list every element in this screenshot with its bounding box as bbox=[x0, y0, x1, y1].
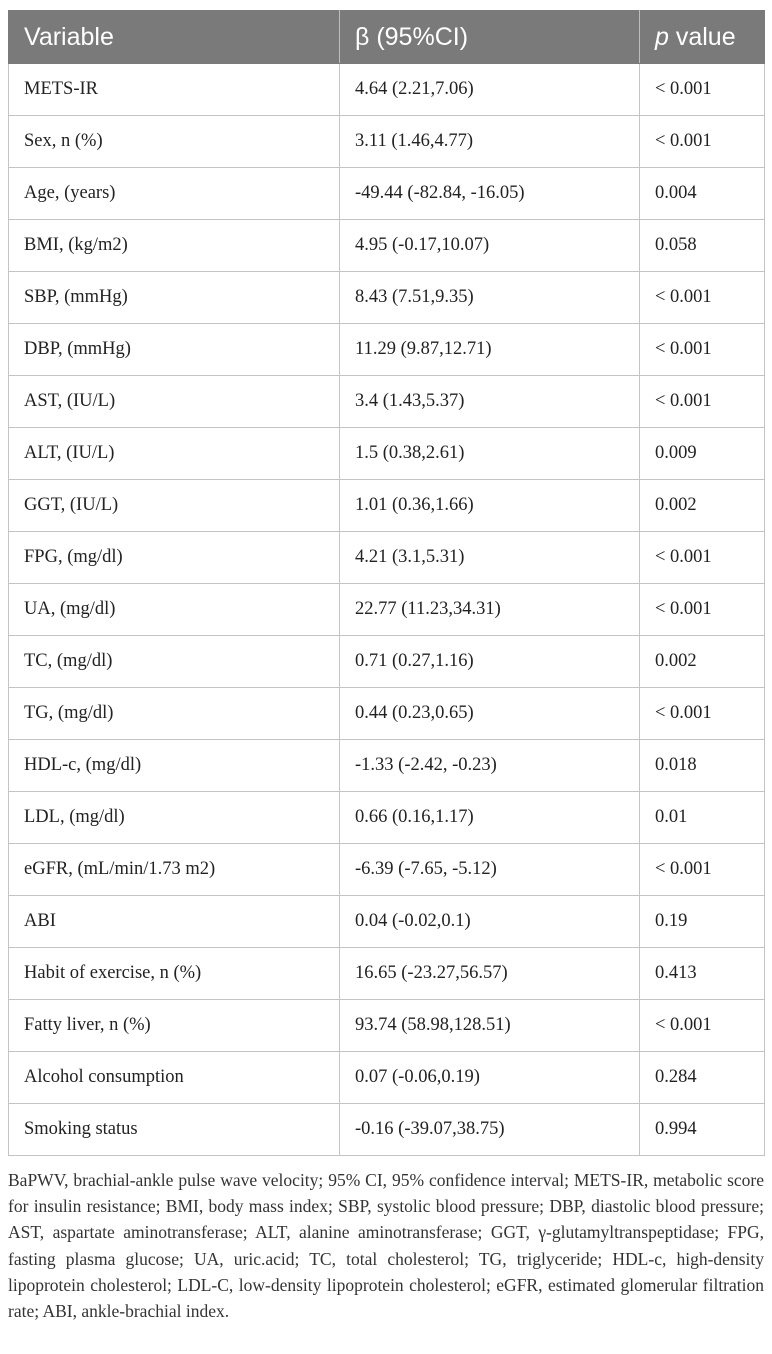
cell-variable: ALT, (IU/L) bbox=[8, 427, 340, 480]
cell-p-value: < 0.001 bbox=[639, 271, 765, 324]
table-row: Sex, n (%) 3.11 (1.46,4.77) < 0.001 bbox=[8, 115, 765, 168]
cell-variable: Sex, n (%) bbox=[8, 115, 340, 168]
cell-beta: 3.11 (1.46,4.77) bbox=[339, 115, 640, 168]
header-p-italic: p bbox=[655, 22, 669, 51]
cell-beta: 0.07 (-0.06,0.19) bbox=[339, 1051, 640, 1104]
cell-p-value: 0.002 bbox=[639, 479, 765, 532]
cell-beta: 4.64 (2.21,7.06) bbox=[339, 63, 640, 116]
cell-variable: Fatty liver, n (%) bbox=[8, 999, 340, 1052]
regression-table: Variable β (95%CI) p value METS-IR 4.64 (… bbox=[8, 10, 765, 1156]
cell-beta: 22.77 (11.23,34.31) bbox=[339, 583, 640, 636]
cell-beta: 0.44 (0.23,0.65) bbox=[339, 687, 640, 740]
table-row: METS-IR 4.64 (2.21,7.06) < 0.001 bbox=[8, 63, 765, 116]
cell-beta: -1.33 (-2.42, -0.23) bbox=[339, 739, 640, 792]
table-row: Habit of exercise, n (%) 16.65 (-23.27,56… bbox=[8, 947, 765, 1000]
cell-p-value: 0.058 bbox=[639, 219, 765, 272]
cell-variable: UA, (mg/dl) bbox=[8, 583, 340, 636]
table-row: AST, (IU/L) 3.4 (1.43,5.37) < 0.001 bbox=[8, 375, 765, 428]
table-row: TC, (mg/dl) 0.71 (0.27,1.16) 0.002 bbox=[8, 635, 765, 688]
cell-variable: METS-IR bbox=[8, 63, 340, 116]
cell-p-value: < 0.001 bbox=[639, 583, 765, 636]
cell-beta: 1.01 (0.36,1.66) bbox=[339, 479, 640, 532]
cell-p-value: < 0.001 bbox=[639, 999, 765, 1052]
cell-p-value: 0.004 bbox=[639, 167, 765, 220]
table-row: BMI, (kg/m2) 4.95 (-0.17,10.07) 0.058 bbox=[8, 219, 765, 272]
cell-variable: TG, (mg/dl) bbox=[8, 687, 340, 740]
table-row: Alcohol consumption 0.07 (-0.06,0.19) 0.28… bbox=[8, 1051, 765, 1104]
table-row: FPG, (mg/dl) 4.21 (3.1,5.31) < 0.001 bbox=[8, 531, 765, 584]
cell-variable: Age, (years) bbox=[8, 167, 340, 220]
table-row: SBP, (mmHg) 8.43 (7.51,9.35) < 0.001 bbox=[8, 271, 765, 324]
table-footnote: BaPWV, brachial-ankle pulse wave velocit… bbox=[8, 1170, 764, 1322]
cell-beta: 0.71 (0.27,1.16) bbox=[339, 635, 640, 688]
cell-variable: BMI, (kg/m2) bbox=[8, 219, 340, 272]
cell-variable: AST, (IU/L) bbox=[8, 375, 340, 428]
cell-p-value: < 0.001 bbox=[639, 843, 765, 896]
table-row: ABI 0.04 (-0.02,0.1) 0.19 bbox=[8, 895, 765, 948]
cell-p-value: < 0.001 bbox=[639, 323, 765, 376]
cell-variable: SBP, (mmHg) bbox=[8, 271, 340, 324]
cell-variable: DBP, (mmHg) bbox=[8, 323, 340, 376]
cell-beta: 93.74 (58.98,128.51) bbox=[339, 999, 640, 1052]
header-p-value: p value bbox=[639, 10, 765, 64]
cell-p-value: 0.19 bbox=[639, 895, 765, 948]
cell-beta: 3.4 (1.43,5.37) bbox=[339, 375, 640, 428]
cell-variable: Alcohol consumption bbox=[8, 1051, 340, 1104]
cell-p-value: < 0.001 bbox=[639, 687, 765, 740]
cell-p-value: 0.994 bbox=[639, 1103, 765, 1156]
cell-beta: 11.29 (9.87,12.71) bbox=[339, 323, 640, 376]
cell-p-value: 0.018 bbox=[639, 739, 765, 792]
table-row: Smoking status -0.16 (-39.07,38.75) 0.994 bbox=[8, 1103, 765, 1156]
cell-variable: LDL, (mg/dl) bbox=[8, 791, 340, 844]
cell-p-value: < 0.001 bbox=[639, 63, 765, 116]
table-row: DBP, (mmHg) 11.29 (9.87,12.71) < 0.001 bbox=[8, 323, 765, 376]
header-variable: Variable bbox=[8, 10, 340, 64]
cell-variable: FPG, (mg/dl) bbox=[8, 531, 340, 584]
header-beta: β (95%CI) bbox=[339, 10, 640, 64]
cell-variable: GGT, (IU/L) bbox=[8, 479, 340, 532]
table-header: Variable β (95%CI) p value bbox=[8, 10, 765, 64]
cell-variable: Habit of exercise, n (%) bbox=[8, 947, 340, 1000]
cell-variable: HDL-c, (mg/dl) bbox=[8, 739, 340, 792]
cell-p-value: < 0.001 bbox=[639, 115, 765, 168]
cell-p-value: 0.002 bbox=[639, 635, 765, 688]
header-p-rest: value bbox=[668, 22, 736, 51]
table-row: Fatty liver, n (%) 93.74 (58.98,128.51) < … bbox=[8, 999, 765, 1052]
cell-beta: 4.21 (3.1,5.31) bbox=[339, 531, 640, 584]
table-row: TG, (mg/dl) 0.44 (0.23,0.65) < 0.001 bbox=[8, 687, 765, 740]
cell-variable: TC, (mg/dl) bbox=[8, 635, 340, 688]
cell-beta: -49.44 (-82.84, -16.05) bbox=[339, 167, 640, 220]
cell-beta: 8.43 (7.51,9.35) bbox=[339, 271, 640, 324]
cell-beta: -0.16 (-39.07,38.75) bbox=[339, 1103, 640, 1156]
table-row: ALT, (IU/L) 1.5 (0.38,2.61) 0.009 bbox=[8, 427, 765, 480]
cell-p-value: 0.009 bbox=[639, 427, 765, 480]
table-row: GGT, (IU/L) 1.01 (0.36,1.66) 0.002 bbox=[8, 479, 765, 532]
cell-beta: 4.95 (-0.17,10.07) bbox=[339, 219, 640, 272]
cell-p-value: < 0.001 bbox=[639, 531, 765, 584]
table-row: LDL, (mg/dl) 0.66 (0.16,1.17) 0.01 bbox=[8, 791, 765, 844]
regression-table-container: Variable β (95%CI) p value METS-IR 4.64 (… bbox=[8, 10, 765, 1156]
cell-p-value: 0.284 bbox=[639, 1051, 765, 1104]
table-row: eGFR, (mL/min/1.73 m2) -6.39 (-7.65, -5.1… bbox=[8, 843, 765, 896]
cell-variable: ABI bbox=[8, 895, 340, 948]
table-row: UA, (mg/dl) 22.77 (11.23,34.31) < 0.001 bbox=[8, 583, 765, 636]
table-row: HDL-c, (mg/dl) -1.33 (-2.42, -0.23) 0.018 bbox=[8, 739, 765, 792]
cell-beta: -6.39 (-7.65, -5.12) bbox=[339, 843, 640, 896]
cell-variable: eGFR, (mL/min/1.73 m2) bbox=[8, 843, 340, 896]
cell-beta: 0.66 (0.16,1.17) bbox=[339, 791, 640, 844]
cell-p-value: < 0.001 bbox=[639, 375, 765, 428]
cell-p-value: 0.01 bbox=[639, 791, 765, 844]
cell-beta: 16.65 (-23.27,56.57) bbox=[339, 947, 640, 1000]
cell-beta: 1.5 (0.38,2.61) bbox=[339, 427, 640, 480]
header-row: Variable β (95%CI) p value bbox=[8, 10, 765, 64]
cell-variable: Smoking status bbox=[8, 1103, 340, 1156]
cell-beta: 0.04 (-0.02,0.1) bbox=[339, 895, 640, 948]
table-body: METS-IR 4.64 (2.21,7.06) < 0.001 Sex, n (%)… bbox=[8, 63, 765, 1156]
table-row: Age, (years) -49.44 (-82.84, -16.05) 0.004 bbox=[8, 167, 765, 220]
cell-p-value: 0.413 bbox=[639, 947, 765, 1000]
